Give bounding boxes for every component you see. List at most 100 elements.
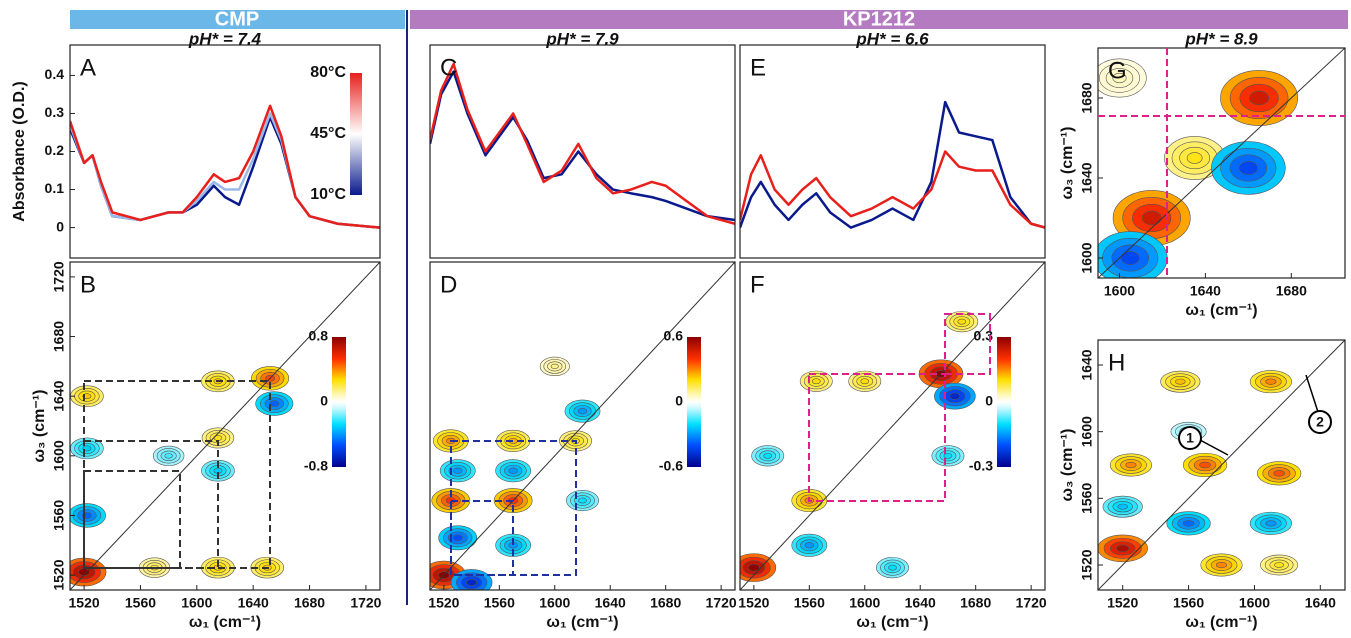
panel-title: pH* = 7.4 [188, 29, 262, 48]
panel-label: D [440, 271, 457, 298]
diagonal [430, 262, 735, 590]
contour-peak [1120, 251, 1140, 265]
plot-area [70, 262, 380, 590]
x-tick-label: 1720 [350, 595, 381, 611]
colorbar-label: -0.6 [659, 458, 683, 474]
arrow [1305, 374, 1319, 413]
legend-label: 80°C [310, 64, 346, 81]
x-tick-label: 1560 [794, 595, 825, 611]
y-tick-label: 1680 [1079, 82, 1095, 113]
colorbar-label: 0.3 [974, 328, 994, 344]
x-tick-label: 1640 [238, 595, 269, 611]
guide-box [83, 470, 181, 569]
x-tick-label: 1560 [125, 595, 156, 611]
panel: 0.6 0 -0.6 1520 1560 1600 1640 1680 1720 Dω₁ (cm⁻… [428, 261, 737, 631]
annotation: 2 [1316, 414, 1324, 430]
axes-frame [739, 261, 1046, 591]
y-tick-label: 0.3 [45, 104, 65, 120]
panel-title: pH* = 8.9 [1184, 29, 1258, 48]
axes-frame [739, 44, 1046, 259]
guide-box [450, 500, 514, 576]
colorbar-label: -0.8 [304, 458, 328, 474]
contour-peak [1186, 152, 1203, 164]
background [740, 45, 1045, 258]
panel-label: B [80, 271, 96, 298]
x-tick-label: 1680 [1276, 283, 1307, 299]
x-tick-label: 1520 [428, 595, 459, 611]
x-tick-label: 1520 [738, 595, 769, 611]
x-tick-label: 1600 [539, 595, 570, 611]
diagonal [1098, 340, 1345, 590]
y-tick-label: 1640 [1079, 349, 1095, 380]
x-tick-label: 1720 [706, 595, 737, 611]
contour-peak [1199, 461, 1211, 469]
colorbar-label: 0 [675, 393, 683, 409]
annotation-circle [1178, 426, 1202, 450]
y-axis-label: ω₃ (cm⁻¹) [1059, 429, 1076, 502]
x-tick-label: 1640 [1190, 283, 1221, 299]
panel: 0 0.1 0.2 0.3 0.4 ApH* = 7.4 Absorbance (O.D.)… [11, 29, 381, 259]
x-axis-label: ω₁ (cm⁻¹) [1185, 302, 1257, 319]
y-tick-label: 1640 [1079, 162, 1095, 193]
axes-frame [69, 261, 381, 591]
annotation-circle [1308, 410, 1332, 434]
plot-area [740, 262, 1045, 590]
contour-peak [1273, 470, 1285, 477]
panel-label: C [440, 54, 457, 81]
y-tick-label: 1560 [1079, 483, 1095, 514]
contour-peak [577, 407, 588, 415]
legend-label: 10°C [310, 186, 346, 203]
panel-label: A [80, 54, 96, 81]
colorbar [332, 337, 346, 467]
annotations: 1 2 [1178, 374, 1332, 456]
contour-peak [1265, 520, 1277, 527]
x-tick-label: 1600 [849, 595, 880, 611]
contour-peak [1117, 503, 1128, 510]
contour-peak [957, 318, 967, 325]
y-tick-label: 1560 [51, 500, 67, 531]
spectrum [430, 70, 735, 222]
panel-label: F [750, 271, 765, 298]
x-tick-label: 1680 [294, 595, 325, 611]
contour-peak [748, 563, 760, 572]
plot-area [430, 45, 735, 258]
panel: 0.3 0 -0.3 1520 1560 1600 1640 1680 1720 Fω₁ (cm⁻… [738, 261, 1047, 631]
y-axis-label: ω₃ (cm⁻¹) [31, 390, 48, 463]
contour-peak [1216, 561, 1228, 569]
contour-peak [578, 497, 587, 504]
x-tick-label: 1680 [650, 595, 681, 611]
axes-frame [429, 261, 736, 591]
panel: CpH* = 7.9 [429, 29, 736, 259]
contour-peak [452, 534, 463, 542]
contour-peak [804, 542, 815, 549]
diagonal [740, 262, 1045, 590]
x-tick-label: 1640 [905, 595, 936, 611]
legend-label: 45°C [310, 125, 346, 142]
header-right: KP1212 [843, 8, 915, 30]
temperature-colorbar [350, 73, 362, 195]
colorbar-label: 0.6 [664, 328, 684, 344]
y-tick-label: 1600 [1079, 416, 1095, 447]
x-tick-label: 1600 [181, 595, 212, 611]
contour-peak [466, 578, 478, 587]
contour-peak [949, 392, 961, 400]
x-tick-label: 1680 [960, 595, 991, 611]
contour-peak [269, 400, 280, 407]
spectrum [740, 100, 1045, 229]
y-tick-label: 1680 [51, 321, 67, 352]
y-tick-label: 1640 [51, 380, 67, 411]
x-tick-label: 1720 [1016, 595, 1047, 611]
panel-label: E [750, 54, 766, 81]
contour-peak [1249, 90, 1270, 106]
contour-peak [1125, 461, 1137, 469]
kp-bar [410, 10, 1348, 29]
panel: 0.8 0 -0.8 1520 1560 1600 1640 1680 1720 1520 1560… [31, 261, 381, 631]
axes-frame [1097, 47, 1346, 279]
y-tick-label: 0.2 [45, 142, 65, 158]
contour-peak [1116, 544, 1130, 552]
panel-label: G [1108, 57, 1127, 84]
y-tick-label: 0.4 [45, 66, 65, 82]
contour-peak [811, 378, 821, 385]
